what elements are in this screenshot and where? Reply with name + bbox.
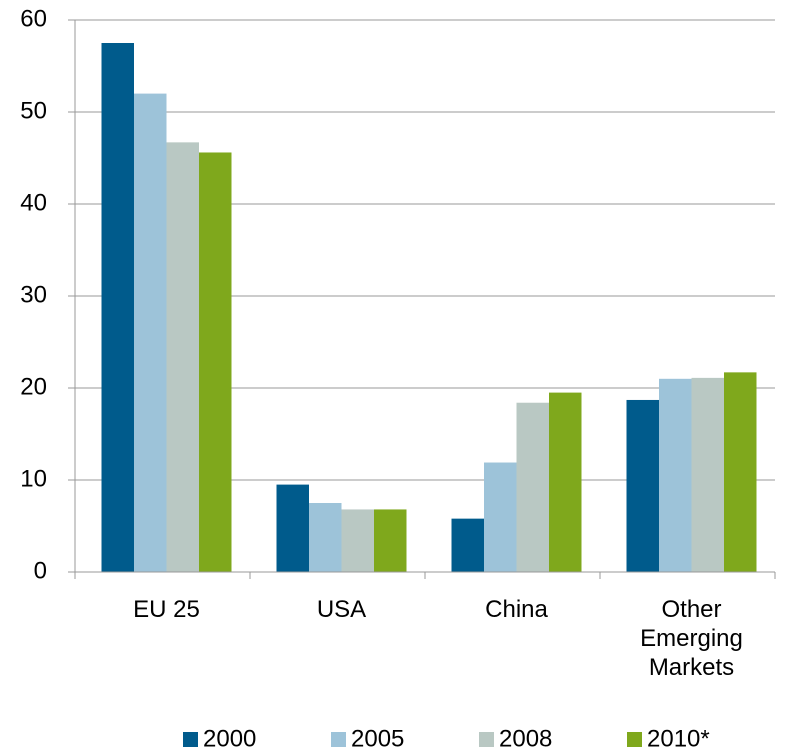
legend-swatch bbox=[331, 732, 346, 747]
legend-label: 2005 bbox=[351, 725, 404, 752]
x-tick-label: EU 25 bbox=[133, 596, 200, 623]
y-tick-label: 50 bbox=[20, 97, 47, 124]
bar bbox=[451, 518, 484, 572]
bar bbox=[199, 152, 232, 573]
bar bbox=[484, 462, 517, 572]
bar bbox=[276, 484, 309, 572]
y-tick-label: 0 bbox=[34, 557, 47, 584]
bar bbox=[134, 93, 167, 572]
bar bbox=[309, 503, 342, 572]
x-tick-label: China bbox=[485, 596, 548, 623]
legend-label: 2008 bbox=[499, 725, 552, 752]
bar bbox=[659, 378, 692, 572]
bar bbox=[626, 399, 659, 572]
bar bbox=[516, 402, 549, 572]
bar bbox=[101, 43, 134, 572]
legend-swatch bbox=[479, 732, 494, 747]
y-tick-label: 60 bbox=[20, 5, 47, 32]
x-tick-label: Other Emerging Markets bbox=[640, 596, 743, 681]
x-tick-label: USA bbox=[316, 596, 367, 623]
legend-label: 2000 bbox=[203, 725, 256, 752]
bar bbox=[724, 372, 757, 572]
y-tick-label: 20 bbox=[20, 373, 47, 400]
legend-label: 2010* bbox=[647, 725, 710, 752]
bar bbox=[691, 377, 724, 572]
legend-swatch bbox=[183, 732, 198, 747]
bar bbox=[549, 392, 582, 572]
bar bbox=[341, 509, 374, 572]
bar bbox=[374, 509, 407, 572]
y-tick-label: 40 bbox=[20, 189, 47, 216]
y-tick-label: 10 bbox=[20, 465, 47, 492]
bar bbox=[166, 142, 199, 573]
legend-swatch bbox=[627, 732, 642, 747]
y-tick-label: 30 bbox=[20, 281, 47, 308]
